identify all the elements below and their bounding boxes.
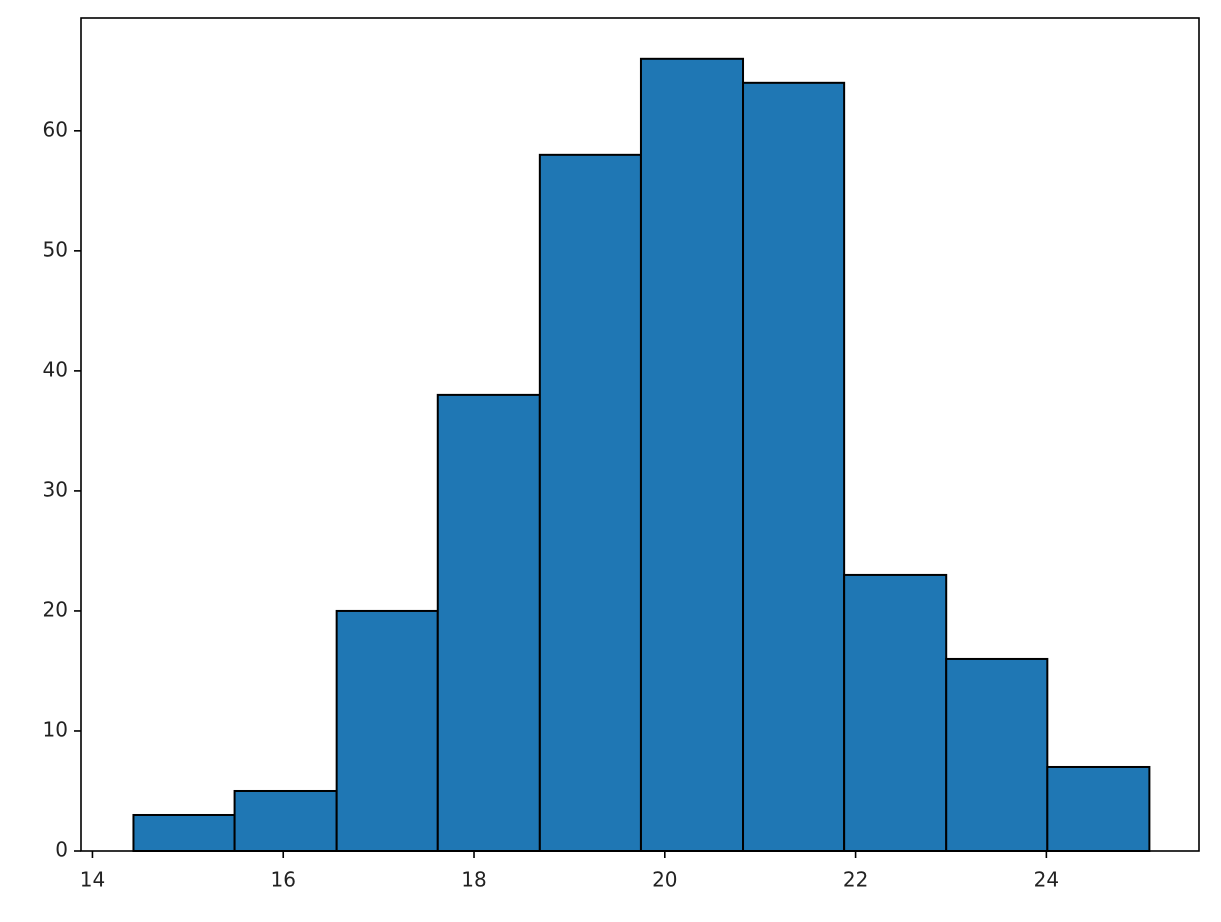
y-tick-label: 20 [43,597,68,621]
x-tick-label: 14 [80,868,105,892]
bar [945,657,1049,853]
x-tick-label: 16 [271,868,296,892]
bar [436,393,541,852]
x-tick-label: 20 [652,868,677,892]
y-tick-label: 60 [43,117,68,141]
y-tick-label: 0 [55,838,68,862]
bar [742,81,846,853]
y-tick-label: 30 [43,477,68,501]
bar [639,57,745,852]
y-tick-label: 10 [43,717,68,741]
bar [233,789,338,853]
bar [538,153,642,853]
bar [132,813,236,852]
bar [843,573,948,852]
x-tick-label: 22 [843,868,868,892]
bar [335,609,439,853]
x-tick-label: 18 [461,868,486,892]
y-tick-label: 40 [43,357,68,381]
bar [1046,765,1151,852]
plot-frame [80,17,1200,852]
x-tick-label: 24 [1034,868,1059,892]
y-tick-label: 50 [43,237,68,261]
